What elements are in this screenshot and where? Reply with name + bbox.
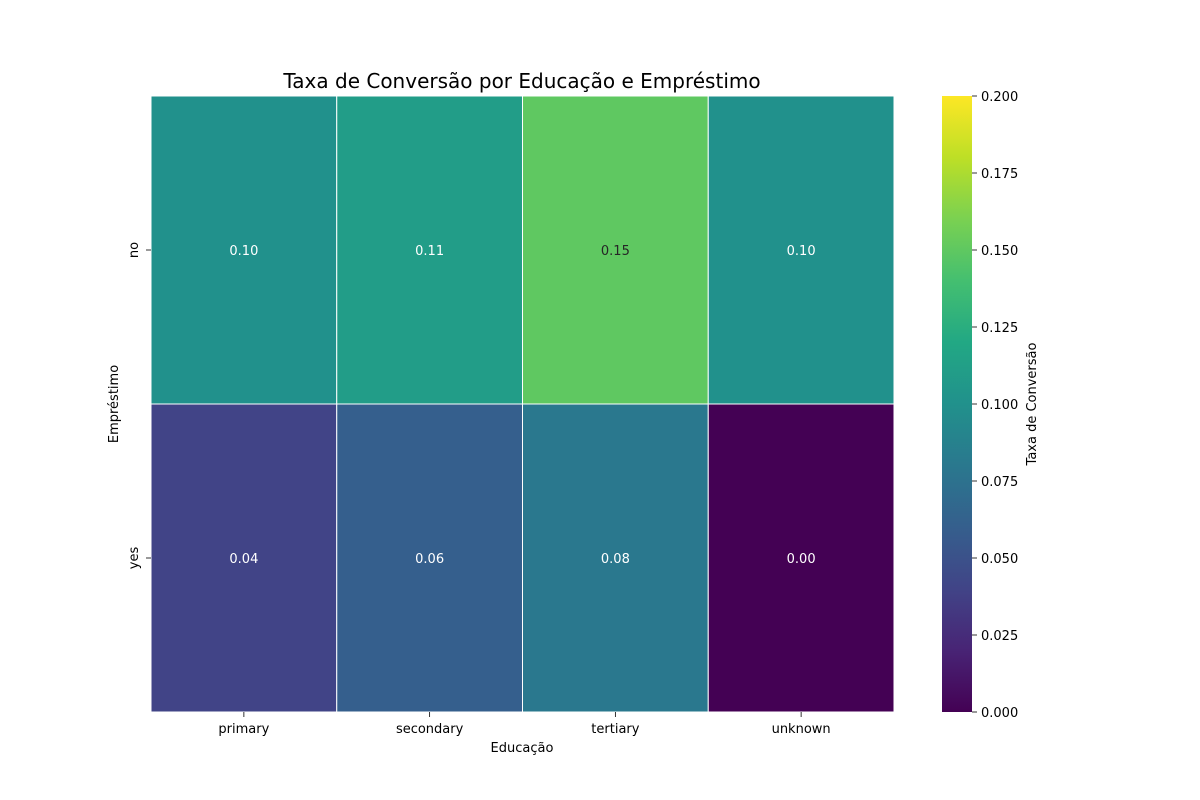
heatmap-cell-yes-secondary	[336, 403, 523, 713]
cell-value-label: 0.04	[229, 552, 258, 567]
heatmap-annotations: 0.10 0.11 0.15 0.10 0.04 0.06 0.08 0.00	[229, 244, 815, 567]
heatmap-cell-no-tertiary	[522, 95, 709, 405]
colorbar-tick-label: 0.025	[981, 629, 1018, 644]
x-tick-label: secondary	[396, 722, 464, 737]
colorbar-tick-label: 0.125	[981, 321, 1018, 336]
x-axis-ticks: primary secondary tertiary unknown	[218, 712, 831, 737]
heatmap-cell-no-primary	[150, 95, 338, 405]
y-axis-label: Empréstimo	[107, 365, 122, 443]
heatmap-cell-yes-unknown	[707, 403, 895, 713]
cell-value-label: 0.15	[601, 244, 630, 259]
x-tick-label: unknown	[772, 722, 831, 737]
heatmap-cell-no-unknown	[707, 95, 895, 405]
y-tick-label: yes	[127, 547, 142, 570]
heatmap-cell-yes-primary	[150, 403, 338, 713]
cell-value-label: 0.10	[787, 244, 816, 259]
y-axis-ticks: no yes	[127, 242, 151, 569]
colorbar	[942, 96, 972, 712]
colorbar-label: Taxa de Conversão	[1025, 342, 1040, 466]
x-axis-label: Educação	[491, 741, 554, 756]
colorbar-tick-label: 0.175	[981, 167, 1018, 182]
cell-value-label: 0.10	[229, 244, 258, 259]
colorbar-tick-label: 0.100	[981, 398, 1018, 413]
cell-value-label: 0.06	[415, 552, 444, 567]
x-tick-label: tertiary	[591, 722, 639, 737]
cell-value-label: 0.11	[415, 244, 444, 259]
heatmap-cells	[150, 95, 895, 713]
cell-value-label: 0.08	[601, 552, 630, 567]
colorbar-tick-label: 0.075	[981, 475, 1018, 490]
colorbar-ticks: 0.000 0.025 0.050 0.075 0.100 0.125 0.150 0.175…	[972, 90, 1018, 721]
heatmap-cell-no-secondary	[336, 95, 523, 405]
x-tick-label: primary	[218, 722, 269, 737]
colorbar-tick-label: 0.200	[981, 90, 1018, 105]
y-tick-label: no	[127, 242, 142, 258]
colorbar-tick-label: 0.000	[981, 706, 1018, 721]
heatmap-cell-yes-tertiary	[522, 403, 709, 713]
colorbar-tick-label: 0.150	[981, 244, 1018, 259]
colorbar-tick-label: 0.050	[981, 552, 1018, 567]
chart-title: Taxa de Conversão por Educação e Emprést…	[282, 69, 760, 93]
cell-value-label: 0.00	[787, 552, 816, 567]
